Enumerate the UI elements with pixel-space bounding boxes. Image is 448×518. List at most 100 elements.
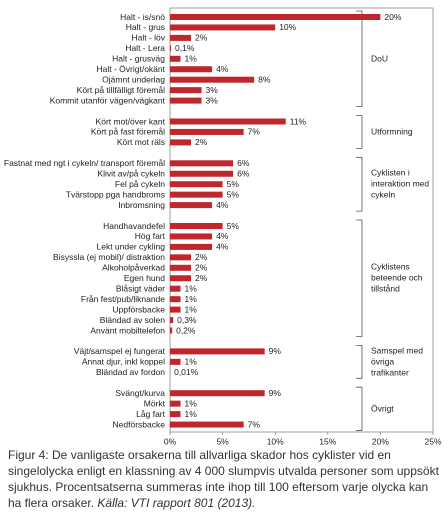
category-label: Tvärstopp pga handbroms bbox=[66, 189, 165, 199]
category-label: Kört mot/över kant bbox=[96, 116, 166, 126]
category-label: Alkoholpåverkad bbox=[102, 263, 165, 273]
x-tick-label: 0% bbox=[164, 436, 177, 446]
group-label: Övrigt bbox=[371, 403, 394, 414]
bar bbox=[170, 254, 192, 261]
category-label: Fastnat med ngt i cykeln/ transport före… bbox=[4, 158, 165, 168]
bar bbox=[170, 264, 192, 271]
category-label: Fel på cykeln bbox=[115, 179, 165, 189]
group-bracket bbox=[356, 115, 363, 149]
value-label: 2% bbox=[195, 273, 208, 283]
category-label: Annat djur, inkl koppel bbox=[82, 357, 165, 367]
category-label: Ojämnt underlag bbox=[102, 74, 165, 84]
value-label: 7% bbox=[248, 419, 261, 429]
x-tick-label: 15% bbox=[319, 436, 336, 446]
value-label: 7% bbox=[248, 127, 261, 137]
bar bbox=[170, 327, 173, 334]
bar bbox=[170, 243, 213, 250]
value-label: 3% bbox=[206, 95, 219, 105]
category-label: Använt mobiltelefon bbox=[90, 325, 165, 335]
value-label: 1% bbox=[185, 294, 198, 304]
bar bbox=[170, 14, 381, 20]
bar bbox=[170, 202, 213, 209]
value-label: 1% bbox=[185, 283, 198, 293]
chart: 0% 5% 10% 15% 20% 25% Halt - is/snö 20% Halt - g… bbox=[4, 7, 442, 446]
x-tick-label: 5% bbox=[216, 436, 229, 446]
category-label: Halt - Lera bbox=[125, 43, 165, 53]
value-label: 0,3% bbox=[177, 315, 197, 325]
category-label: Halt - is/snö bbox=[120, 12, 165, 22]
value-label: 8% bbox=[258, 74, 271, 84]
value-label: 3% bbox=[206, 85, 219, 95]
category-label: Inbromsning bbox=[118, 200, 165, 210]
group-label: DoU bbox=[371, 53, 389, 64]
value-label: 0,2% bbox=[176, 325, 196, 335]
bar bbox=[170, 181, 223, 188]
bar bbox=[170, 170, 234, 177]
category-label: Halt - Övrigt/okänt bbox=[97, 64, 166, 74]
category-label: Bländad av fordon bbox=[96, 367, 165, 377]
bar bbox=[170, 275, 192, 282]
value-label: 6% bbox=[237, 169, 250, 179]
bar bbox=[170, 34, 192, 41]
bar bbox=[170, 139, 192, 146]
bar bbox=[170, 45, 172, 52]
value-label: 0,1% bbox=[175, 43, 195, 53]
group-bracket bbox=[356, 156, 363, 212]
bar bbox=[170, 191, 223, 198]
category-label: Mörkt bbox=[144, 398, 166, 408]
category-label: Blåsigt väder bbox=[116, 283, 165, 293]
group-label: Cyklistens beteende och tillstånd bbox=[371, 261, 423, 294]
group-label: Samspel med övriga trafikanter bbox=[371, 345, 423, 378]
value-label: 9% bbox=[269, 388, 282, 398]
bar bbox=[170, 128, 244, 135]
bar bbox=[170, 358, 181, 365]
category-label: Halt - löv bbox=[131, 33, 165, 43]
bar bbox=[170, 421, 244, 428]
value-label: 2% bbox=[195, 252, 208, 262]
category-label: Bländad av solen bbox=[100, 315, 165, 325]
bar bbox=[170, 76, 255, 83]
bar bbox=[170, 296, 181, 303]
value-label: 5% bbox=[227, 189, 240, 199]
value-label: 2% bbox=[195, 33, 208, 43]
value-label: 4% bbox=[216, 200, 229, 210]
bar bbox=[170, 400, 181, 407]
bar bbox=[170, 24, 276, 31]
value-label: 1% bbox=[185, 398, 198, 408]
value-label: 4% bbox=[216, 64, 229, 74]
category-label: Kört på tillfälligt föremål bbox=[77, 85, 165, 95]
category-label: Uppförsbacke bbox=[113, 304, 166, 314]
bar bbox=[170, 317, 174, 324]
bar bbox=[170, 285, 181, 292]
group-bracket bbox=[356, 386, 363, 431]
caption-source: Källa: VTI rapport 801 (2013). bbox=[97, 496, 256, 510]
value-label: 1% bbox=[185, 304, 198, 314]
bar bbox=[170, 223, 223, 229]
caption-text: Figur 4: De vanligaste orsakerna till al… bbox=[8, 448, 439, 510]
bar bbox=[170, 390, 265, 397]
value-label: 5% bbox=[227, 221, 240, 231]
category-label: Nedförsbacke bbox=[113, 419, 166, 429]
value-label: 6% bbox=[237, 158, 250, 168]
group-label: Utformning bbox=[371, 126, 413, 137]
group-label: Cyklisten i interaktion med cykeln bbox=[371, 167, 430, 200]
value-label: 2% bbox=[195, 137, 208, 147]
value-label: 5% bbox=[227, 179, 240, 189]
x-tick-label: 25% bbox=[424, 436, 441, 446]
value-label: 1% bbox=[185, 357, 198, 367]
bar bbox=[170, 233, 213, 240]
category-label: Kört mot räls bbox=[117, 137, 165, 147]
category-label: Kommit utanför vägen/vägkant bbox=[50, 95, 166, 105]
value-label: 9% bbox=[269, 346, 282, 356]
value-label: 4% bbox=[216, 231, 229, 241]
bar bbox=[170, 87, 202, 94]
value-label: 2% bbox=[195, 263, 208, 273]
category-label: Lekt under cykling bbox=[96, 242, 165, 252]
value-label: 1% bbox=[185, 409, 198, 419]
x-tick-label: 10% bbox=[267, 436, 284, 446]
bar bbox=[170, 160, 234, 167]
bar bbox=[170, 118, 286, 125]
category-label: Väjt/samspel ej fungerat bbox=[74, 346, 166, 356]
bar bbox=[170, 55, 181, 62]
